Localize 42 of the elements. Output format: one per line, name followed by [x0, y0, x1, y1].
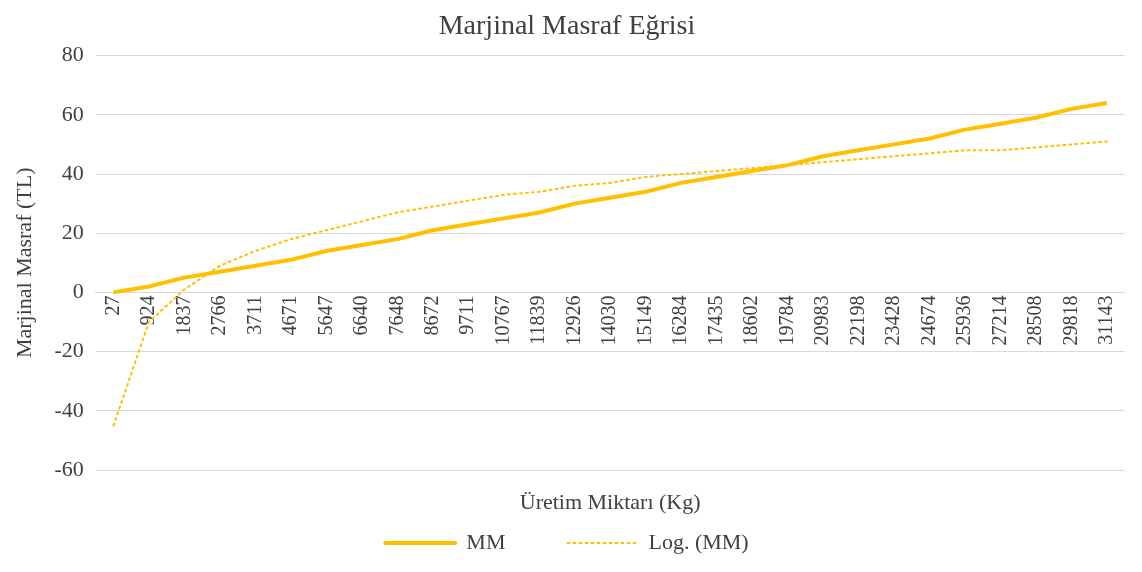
- x-tick-label: 1837: [171, 295, 194, 336]
- x-tick-label: 14030: [597, 295, 620, 346]
- x-tick-label: 2766: [207, 295, 230, 336]
- x-tick-label: 11839: [526, 295, 549, 345]
- x-tick-label: 29818: [1058, 295, 1081, 346]
- x-tick-label: 16284: [668, 295, 691, 346]
- x-tick-label: 23428: [881, 295, 904, 346]
- y-tick-label: -20: [54, 337, 84, 363]
- x-tick-label: 22198: [845, 295, 868, 346]
- legend-label: MM: [466, 528, 506, 554]
- x-tick-label: 18602: [739, 295, 762, 346]
- x-tick-label: 10767: [490, 295, 513, 346]
- x-tick-label: 12926: [561, 295, 584, 346]
- y-tick-label: -40: [54, 396, 84, 422]
- x-tick-label: 27214: [987, 295, 1010, 346]
- x-tick-label: 7648: [384, 295, 407, 336]
- x-tick-label: 17435: [703, 295, 726, 346]
- x-tick-label: 24674: [916, 295, 939, 346]
- y-tick-label: 80: [61, 41, 84, 67]
- x-tick-label: 31143: [1094, 295, 1117, 345]
- x-tick-label: 6640: [349, 295, 372, 336]
- x-tick-label: 924: [136, 295, 159, 326]
- x-tick-label: 5647: [313, 295, 336, 336]
- y-tick-label: 60: [61, 100, 84, 126]
- x-tick-label: 28508: [1023, 295, 1046, 346]
- legend-label: Log. (MM): [648, 528, 749, 554]
- y-tick-label: 0: [72, 278, 84, 304]
- y-tick-label: 20: [61, 218, 84, 244]
- x-tick-label: 8672: [420, 295, 443, 336]
- x-tick-label: 19784: [774, 295, 797, 346]
- x-axis-title: Üretim Miktarı (Kg): [519, 488, 701, 514]
- y-axis-title: Marjinal Masraf (TL): [10, 167, 36, 359]
- y-tick-label: -60: [54, 455, 84, 481]
- x-tick-label: 15149: [632, 295, 655, 346]
- x-tick-label: 9711: [455, 295, 478, 335]
- x-tick-label: 27: [100, 295, 123, 316]
- x-tick-label: 25936: [952, 295, 975, 346]
- y-tick-label: 40: [61, 159, 84, 185]
- x-tick-label: 4671: [278, 295, 301, 336]
- x-tick-label: 20983: [810, 295, 833, 346]
- x-tick-label: 3711: [242, 295, 265, 335]
- chart-title: Marjinal Masraf Eğrisi: [438, 9, 696, 41]
